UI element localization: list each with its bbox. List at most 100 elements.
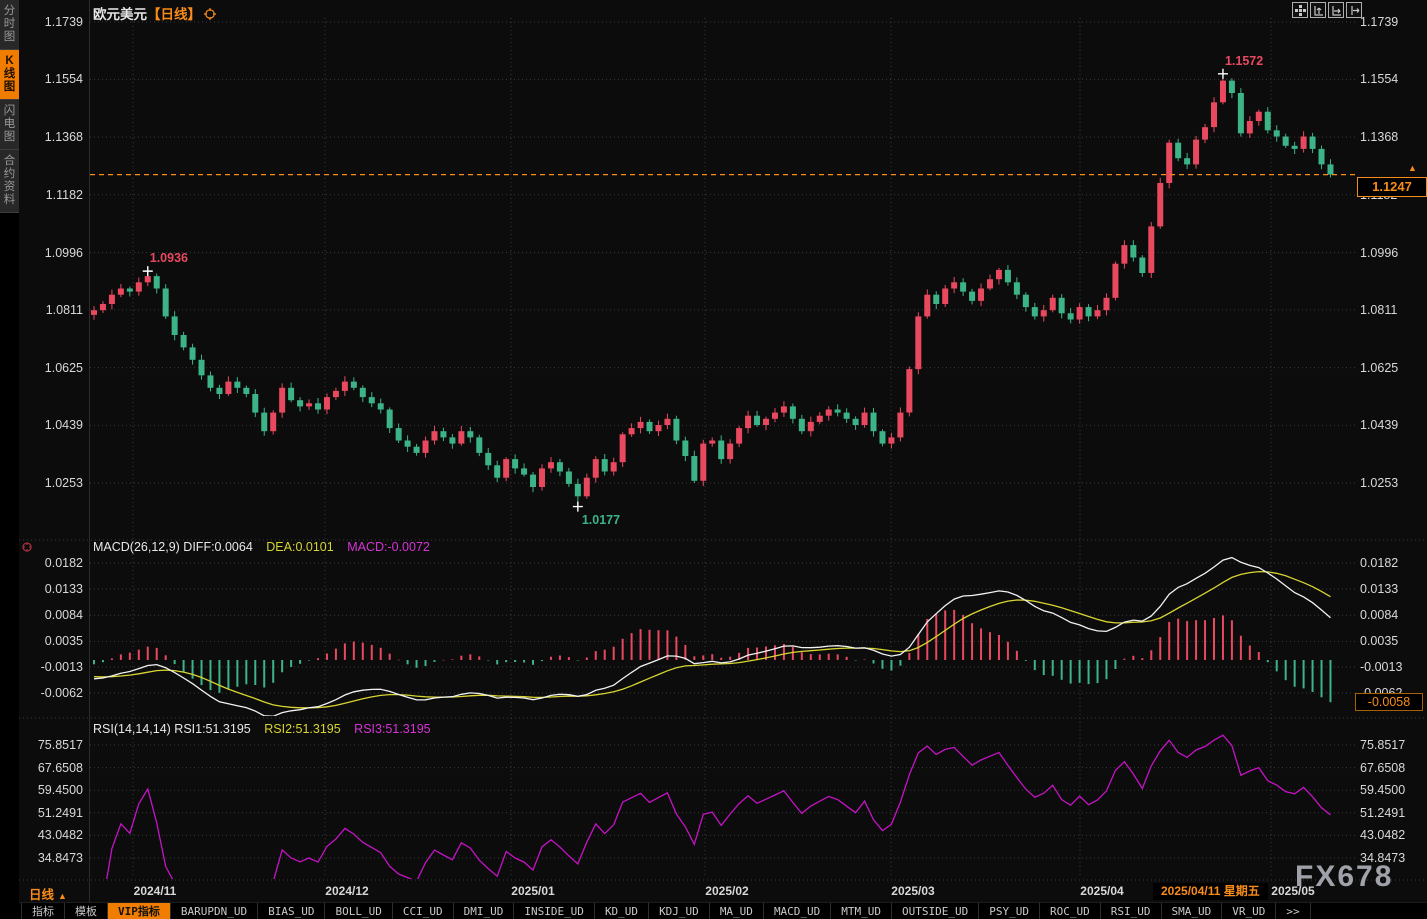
price-axis-tick: 1.0253 bbox=[44, 476, 83, 490]
period-dropdown-button[interactable]: 日线 ▲ bbox=[29, 888, 67, 902]
toolbar-item-kd-ud[interactable]: KD_UD bbox=[593, 903, 648, 919]
toolbar-item-mtm-ud[interactable]: MTM_UD bbox=[830, 903, 891, 919]
rsi-axis-tick: 75.8517 bbox=[1360, 738, 1406, 752]
sidebar-tab-char: 约 bbox=[3, 168, 16, 180]
sidebar-tab-char: 图 bbox=[3, 81, 16, 93]
rsi-axis-tick: 67.6508 bbox=[37, 760, 83, 775]
toolbar-item-roc-ud[interactable]: ROC_UD bbox=[1039, 903, 1100, 919]
chart-title: 欧元美元【日线】 bbox=[93, 3, 216, 23]
rsi-axis-tick: 51.2491 bbox=[1360, 805, 1406, 820]
price-annotation: 1.1572 bbox=[1224, 53, 1264, 68]
price-axis-tick: 1.1554 bbox=[44, 72, 83, 87]
sidebar-tab-char: 料 bbox=[3, 194, 16, 206]
macd-axis-tick: 0.0182 bbox=[44, 556, 83, 570]
fit-vertical-icon[interactable] bbox=[1310, 2, 1326, 18]
price-axis-tick: 1.0253 bbox=[1360, 476, 1399, 490]
macd-axis-tick: -0.0013 bbox=[1360, 659, 1403, 674]
sidebar-tab-item[interactable]: 分时图 bbox=[0, 0, 19, 50]
sidebar-tab-item[interactable]: 闪电图 bbox=[0, 100, 19, 150]
date-axis-label: 2025/04 bbox=[1080, 884, 1124, 898]
rsi1-value: RSI(14,14,14) RSI1:51.3195 bbox=[93, 722, 251, 736]
macd-legend: MACD(26,12,9) DIFF:0.0064 DEA:0.0101 MAC… bbox=[93, 540, 440, 554]
price-axis-tick: 1.0625 bbox=[44, 360, 83, 375]
toolbar-item--[interactable]: >> bbox=[1275, 903, 1311, 919]
date-axis-label: 2025/01 bbox=[511, 884, 555, 898]
indicator-marker-icon[interactable] bbox=[21, 541, 33, 553]
macd-axis-tick: 0.0084 bbox=[44, 608, 83, 623]
fit-horizontal-icon[interactable] bbox=[1328, 2, 1344, 18]
rsi3-value: RSI3:51.3195 bbox=[354, 722, 431, 736]
toolbar-item-barupdn-ud[interactable]: BARUPDN_UD bbox=[169, 903, 257, 919]
current-price-tag: 1.1247 bbox=[1357, 176, 1427, 197]
period-label: 【日线】 bbox=[147, 7, 201, 22]
date-axis-label: 2025/02 bbox=[705, 884, 749, 898]
macd-hist-value: MACD:-0.0072 bbox=[347, 540, 430, 554]
rsi-axis-tick: 75.8517 bbox=[37, 738, 83, 752]
rsi-axis-tick: 34.8473 bbox=[37, 851, 83, 865]
price-axis-tick: 1.1739 bbox=[1360, 15, 1399, 29]
chart-canvas[interactable] bbox=[19, 0, 1427, 902]
price-axis-tick: 1.1182 bbox=[45, 187, 83, 202]
rsi-axis-tick: 59.4500 bbox=[37, 783, 83, 798]
toolbar-item-rsi-ud[interactable]: RSI_UD bbox=[1099, 903, 1161, 919]
toolbar-item-vr-ud[interactable]: VR_UD bbox=[1221, 903, 1275, 919]
macd-axis-tick: 0.0035 bbox=[1360, 634, 1399, 649]
macd-axis-tick: 0.0084 bbox=[1360, 608, 1399, 623]
brand-watermark: FX678 bbox=[1295, 860, 1394, 893]
macd-axis-tick: 0.0133 bbox=[1360, 582, 1399, 597]
price-alert-icon[interactable]: ▲ bbox=[1408, 162, 1417, 173]
date-axis-label: 2025/05 bbox=[1271, 884, 1315, 898]
price-axis-tick: 1.0996 bbox=[44, 245, 83, 260]
date-axis-label: 2024/11 bbox=[133, 884, 177, 898]
price-axis-tick: 1.0811 bbox=[1360, 302, 1398, 317]
sidebar-tab-item[interactable]: 合约资料 bbox=[0, 150, 19, 213]
price-axis-tick: 1.1739 bbox=[44, 15, 83, 29]
sidebar-tab-char: 闪 bbox=[3, 105, 16, 117]
symbol-name: 欧元美元 bbox=[93, 7, 147, 22]
toolbar-item-outside-ud[interactable]: OUTSIDE_UD bbox=[891, 903, 978, 919]
macd-axis-tick: 0.0182 bbox=[1360, 556, 1399, 570]
rsi2-value: RSI2:51.3195 bbox=[264, 722, 341, 736]
price-annotation: 1.0177 bbox=[581, 512, 621, 527]
selected-date-badge: 2025/04/11 星期五 bbox=[1153, 883, 1268, 900]
toolbar-item-cci-ud[interactable]: CCI_UD bbox=[391, 903, 453, 919]
indicator-toolbar: 指标 模板 VIP指标 BARUPDN_UD BIAS_UD BOLL_UD CCI_UD D… bbox=[0, 902, 1427, 919]
toolbar-item-vip-[interactable]: VIP指标 bbox=[107, 903, 170, 919]
toolbar-item-bias-ud[interactable]: BIAS_UD bbox=[257, 903, 324, 919]
toolbar-item-dmi-ud[interactable]: DMI_UD bbox=[452, 903, 514, 919]
macd-dea-value: DEA:0.0101 bbox=[266, 540, 334, 554]
toolbar-item--[interactable]: 模板 bbox=[64, 903, 107, 919]
toolbar-item-sma-ud[interactable]: SMA_UD bbox=[1160, 903, 1222, 919]
toolbar-item-macd-ud[interactable]: MACD_UD bbox=[762, 903, 830, 919]
rsi-axis-tick: 67.6508 bbox=[1360, 760, 1406, 775]
sidebar-tab-char: 时 bbox=[3, 18, 16, 30]
macd-axis-tick: -0.0062 bbox=[40, 686, 83, 700]
rsi-axis-tick: 43.0482 bbox=[37, 828, 83, 843]
go-last-bar-icon[interactable] bbox=[1346, 2, 1362, 18]
rsi-axis-tick: 51.2491 bbox=[37, 805, 83, 820]
toolbar-item--[interactable]: 指标 bbox=[21, 903, 64, 919]
toolbar-item-ma-ud[interactable]: MA_UD bbox=[708, 903, 763, 919]
rsi-legend: RSI(14,14,14) RSI1:51.3195 RSI2:51.3195 … bbox=[93, 722, 441, 736]
toolbar-item-inside-ud[interactable]: INSIDE_UD bbox=[513, 903, 594, 919]
sidebar-tab-char: 分 bbox=[3, 5, 16, 17]
price-axis-tick: 1.0625 bbox=[1360, 360, 1399, 375]
price-axis-tick: 1.1554 bbox=[1360, 72, 1399, 87]
crosshair-icon[interactable] bbox=[204, 8, 216, 20]
macd-axis-tick: 0.0035 bbox=[44, 634, 83, 649]
pan-tool-icon[interactable] bbox=[1292, 2, 1308, 18]
sidebar-tab-char: 图 bbox=[3, 131, 16, 143]
toolbar-item-boll-ud[interactable]: BOLL_UD bbox=[324, 903, 391, 919]
toolbar-item-kdj-ud[interactable]: KDJ_UD bbox=[648, 903, 709, 919]
macd-axis-tick: 0.0133 bbox=[44, 582, 83, 597]
sidebar-tab-char: 线 bbox=[3, 68, 16, 80]
toolbar-item-psy-ud[interactable]: PSY_UD bbox=[978, 903, 1039, 919]
price-axis-tick: 1.0996 bbox=[1360, 245, 1399, 260]
rsi-axis-tick: 34.8473 bbox=[1360, 851, 1406, 865]
rsi-axis-tick: 59.4500 bbox=[1360, 783, 1406, 798]
sidebar-tab-char: 图 bbox=[3, 31, 16, 43]
